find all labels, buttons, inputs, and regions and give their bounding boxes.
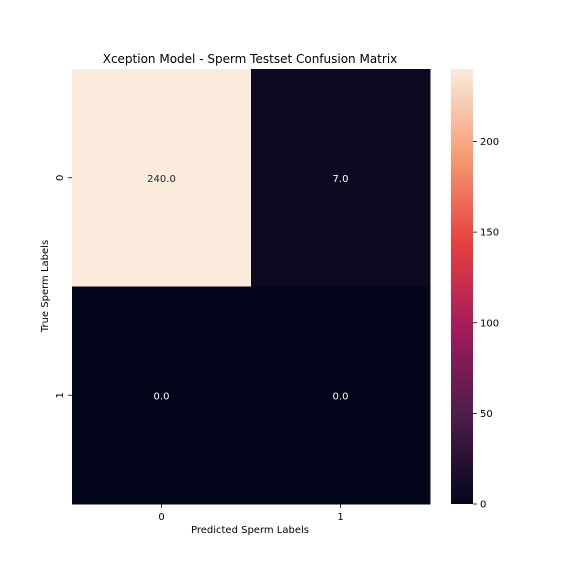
colorbar-tick-label-3: 150 xyxy=(480,228,499,239)
x-axis-label: Predicted Sperm Labels xyxy=(191,525,309,536)
colorbar-ticks: 0 50 100 150 200 xyxy=(473,137,499,511)
colorbar xyxy=(451,69,473,504)
colorbar-tick-label-0: 0 xyxy=(480,500,486,511)
y-tick-label-1: 1 xyxy=(55,392,66,398)
y-tick-label-0: 0 xyxy=(55,175,66,181)
cell-label-1-0: 0.0 xyxy=(154,391,170,402)
colorbar-tick-label-1: 50 xyxy=(480,409,493,420)
x-tick-label-0: 0 xyxy=(158,512,164,523)
y-axis-label: True Sperm Labels xyxy=(40,240,51,333)
heatmap-cells xyxy=(72,69,431,505)
cell-label-0-1: 7.0 xyxy=(333,174,349,185)
colorbar-tick-label-4: 200 xyxy=(480,137,499,148)
cell-label-1-1: 0.0 xyxy=(333,391,349,402)
y-axis-ticks: 01 xyxy=(55,175,72,399)
cell-label-0-0: 240.0 xyxy=(147,174,176,185)
colorbar-tick-label-2: 100 xyxy=(480,318,499,329)
x-tick-label-1: 1 xyxy=(337,512,343,523)
chart-title: Xception Model - Sperm Testset Confusion… xyxy=(103,52,398,66)
